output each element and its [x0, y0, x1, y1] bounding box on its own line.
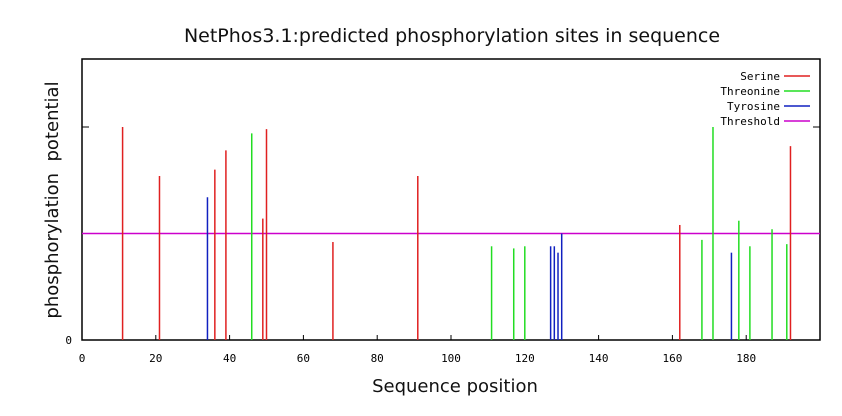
y-tick-label: 0 — [65, 334, 72, 347]
x-tick-label: 0 — [79, 352, 86, 365]
site-bars — [121, 127, 792, 340]
x-tick-label: 20 — [149, 352, 162, 365]
x-tick-label: 40 — [223, 352, 236, 365]
x-tick-label: 140 — [589, 352, 609, 365]
legend-label: Serine — [740, 70, 780, 83]
legend-label: Tyrosine — [727, 100, 780, 113]
x-axis-title: Sequence position — [372, 376, 538, 397]
x-tick-label: 120 — [515, 352, 535, 365]
legend-label: Threonine — [720, 85, 780, 98]
legend: Serine Threonine Tyrosine Threshold — [720, 70, 810, 128]
legend-label: Threshold — [720, 115, 780, 128]
x-tick-label: 160 — [662, 352, 682, 365]
x-axis-ticks: 0 20 40 60 80 100 120 140 160 180 — [79, 335, 756, 365]
x-tick-label: 80 — [371, 352, 384, 365]
x-tick-label: 180 — [736, 352, 756, 365]
y-axis-ticks: 0 — [65, 126, 820, 347]
y-axis-title: phosphorylation potential — [42, 81, 63, 318]
x-tick-label: 60 — [297, 352, 310, 365]
chart-title: NetPhos3.1:predicted phosphorylation sit… — [184, 25, 720, 47]
x-tick-label: 100 — [441, 352, 461, 365]
plot-frame — [81, 58, 821, 341]
